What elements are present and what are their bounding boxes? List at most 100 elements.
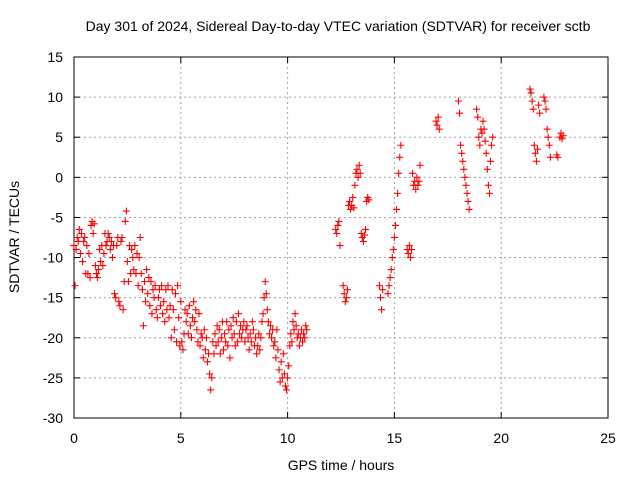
x-tick-label: 20 [493, 430, 509, 446]
data-point [153, 314, 161, 322]
data-point [240, 318, 248, 326]
y-axis-label: SDTVAR / TECUs [6, 181, 22, 293]
data-point [291, 310, 299, 318]
data-point [169, 306, 177, 314]
data-point [384, 290, 392, 298]
data-point [165, 314, 173, 322]
data-point [86, 274, 94, 282]
data-point [147, 278, 155, 286]
data-point [540, 93, 548, 101]
data-point [333, 229, 341, 237]
data-point [482, 149, 490, 157]
data-point [115, 298, 123, 306]
data-point [244, 334, 252, 342]
data-point [189, 314, 197, 322]
data-point [359, 238, 367, 246]
data-point [279, 350, 287, 358]
data-point [543, 125, 551, 133]
data-point [413, 173, 421, 181]
data-point [394, 189, 402, 197]
data-point [227, 322, 235, 330]
data-point [134, 282, 142, 290]
data-point [243, 322, 251, 330]
data-point [238, 334, 246, 342]
data-point [213, 322, 221, 330]
data-point [158, 282, 166, 290]
data-point [457, 141, 465, 149]
data-point [465, 205, 473, 213]
data-point [389, 246, 397, 254]
data-point [415, 177, 423, 185]
data-point [185, 302, 193, 310]
data-point [378, 306, 386, 314]
data-point [476, 141, 484, 149]
data-point [281, 382, 289, 390]
data-point [204, 358, 211, 366]
x-tick-label: 0 [70, 430, 78, 446]
data-point [159, 310, 167, 318]
data-point [473, 105, 481, 113]
data-points [70, 85, 567, 394]
data-point [175, 314, 183, 322]
data-point [395, 169, 403, 177]
y-tick-label: -5 [51, 209, 64, 225]
data-point [73, 234, 81, 241]
data-point [546, 153, 554, 161]
data-point [558, 135, 566, 143]
data-point [193, 326, 201, 334]
data-point [292, 322, 300, 330]
data-point [87, 221, 95, 229]
data-point [85, 250, 93, 258]
data-point [123, 258, 131, 266]
data-point [386, 274, 394, 282]
data-point [128, 246, 136, 254]
data-point [245, 346, 253, 354]
data-point [195, 310, 203, 318]
data-point [206, 370, 214, 378]
data-point [268, 334, 276, 342]
data-point [260, 294, 268, 302]
data-point [216, 350, 224, 358]
data-point [365, 196, 373, 204]
data-point [196, 342, 204, 350]
data-point [259, 310, 267, 318]
data-point [276, 378, 284, 386]
data-point [135, 254, 143, 262]
data-point [335, 217, 343, 225]
data-point [70, 242, 78, 250]
data-point [287, 330, 295, 338]
data-point [355, 161, 363, 169]
data-point [182, 318, 190, 326]
data-point [148, 310, 156, 318]
data-point [265, 330, 273, 338]
data-point [434, 113, 442, 121]
data-point [545, 141, 553, 149]
data-point [192, 306, 200, 314]
data-point [111, 290, 119, 298]
data-point [353, 165, 361, 173]
data-point [176, 342, 184, 350]
data-point [295, 342, 303, 350]
data-point [385, 282, 393, 290]
y-tick-label: -30 [43, 410, 63, 426]
data-point [222, 338, 230, 346]
data-point [332, 225, 340, 233]
data-point [116, 302, 124, 310]
data-point [168, 286, 176, 294]
data-point [197, 330, 205, 338]
data-point [142, 298, 150, 306]
data-point [404, 250, 412, 258]
data-point [178, 338, 186, 346]
data-point [263, 306, 271, 314]
data-point [559, 132, 567, 140]
data-point [529, 105, 537, 113]
y-tick-label: -25 [43, 370, 63, 386]
data-point [357, 229, 365, 237]
data-point [407, 246, 415, 254]
data-point [187, 334, 195, 342]
data-point [226, 354, 234, 362]
data-point [81, 234, 89, 241]
x-tick-label: 5 [177, 430, 185, 446]
data-point [474, 113, 482, 121]
data-point [362, 225, 370, 233]
